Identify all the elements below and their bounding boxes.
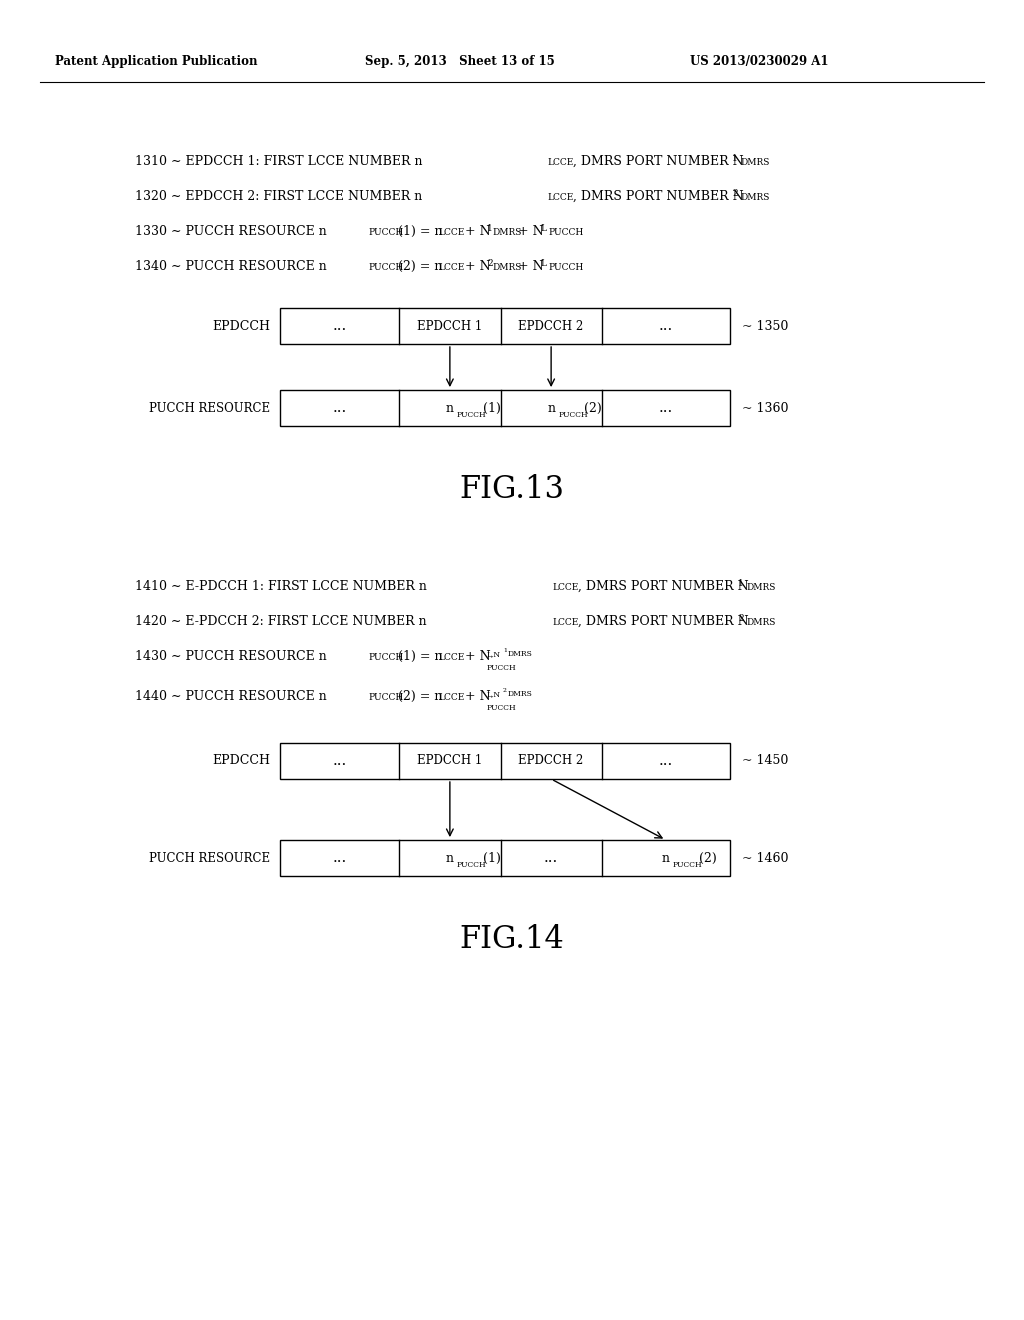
Text: Sep. 5, 2013   Sheet 13 of 15: Sep. 5, 2013 Sheet 13 of 15 [365,55,555,69]
Bar [280,389,730,426]
Text: FIG.13: FIG.13 [460,474,564,506]
Text: ...: ... [544,851,558,865]
Text: ...: ... [658,319,673,333]
Text: 1: 1 [487,224,493,234]
Text: n: n [445,401,454,414]
Text: DMRS: DMRS [492,228,521,238]
Text: DMRS: DMRS [746,618,775,627]
Text: 2: 2 [503,688,507,693]
Bar [280,840,730,876]
Text: DMRS: DMRS [508,690,532,698]
Text: PUCCH: PUCCH [487,664,517,672]
Text: FIG.14: FIG.14 [460,924,564,956]
Text: LCCE: LCCE [552,618,579,627]
Text: DMRS: DMRS [746,583,775,591]
Bar [280,308,730,345]
Text: ...: ... [333,319,347,333]
Text: 1430 ∼ PUCCH RESOURCE n: 1430 ∼ PUCCH RESOURCE n [135,649,327,663]
Text: n: n [547,401,555,414]
Text: , DMRS PORT NUMBER N: , DMRS PORT NUMBER N [578,615,749,628]
Text: PUCCH: PUCCH [558,411,588,418]
Text: ~ 1450: ~ 1450 [742,755,788,767]
Text: , DMRS PORT NUMBER N: , DMRS PORT NUMBER N [573,190,743,203]
Text: EPDCCH: EPDCCH [212,755,270,767]
Text: (2) = n: (2) = n [398,260,442,273]
Text: (1): (1) [483,401,501,414]
Text: L: L [540,259,546,268]
Text: 1420 ∼ E-PDCCH 2: FIRST LCCE NUMBER n: 1420 ∼ E-PDCCH 2: FIRST LCCE NUMBER n [135,615,427,628]
Text: (1) = n: (1) = n [398,649,442,663]
Text: LCCE: LCCE [438,653,464,663]
Text: 1340 ∼ PUCCH RESOURCE n: 1340 ∼ PUCCH RESOURCE n [135,260,327,273]
Text: n: n [662,851,670,865]
Text: , DMRS PORT NUMBER N: , DMRS PORT NUMBER N [573,154,743,168]
Text: 2: 2 [738,614,743,623]
Text: ...: ... [333,851,347,865]
Text: PUCCH: PUCCH [487,704,517,711]
Text: L: L [540,224,546,234]
Text: 1310 ∼ EPDCCH 1: FIRST LCCE NUMBER n: 1310 ∼ EPDCCH 1: FIRST LCCE NUMBER n [135,154,423,168]
Text: US 2013/0230029 A1: US 2013/0230029 A1 [690,55,828,69]
Bar [280,743,730,779]
Text: LCCE: LCCE [547,193,573,202]
Text: + N: + N [518,260,544,273]
Text: EPDCCH 1: EPDCCH 1 [417,319,482,333]
Text: PUCCH: PUCCH [457,861,486,869]
Text: 1320 ∼ EPDCCH 2: FIRST LCCE NUMBER n: 1320 ∼ EPDCCH 2: FIRST LCCE NUMBER n [135,190,422,203]
Text: EPDCCH: EPDCCH [212,319,270,333]
Text: (1) = n: (1) = n [398,224,442,238]
Text: + N: + N [518,224,544,238]
Text: (2) = n: (2) = n [398,690,442,704]
Text: ~ 1460: ~ 1460 [742,851,788,865]
Text: 1: 1 [732,154,737,162]
Text: DMRS: DMRS [740,193,769,202]
Text: L,N: L,N [487,690,501,698]
Text: DMRS: DMRS [508,649,532,657]
Text: ...: ... [658,754,673,768]
Text: DMRS: DMRS [492,263,521,272]
Text: PUCCH: PUCCH [368,228,403,238]
Text: ...: ... [333,754,347,768]
Text: PUCCH RESOURCE: PUCCH RESOURCE [148,401,270,414]
Text: PUCCH: PUCCH [548,228,584,238]
Text: n: n [445,851,454,865]
Text: , DMRS PORT NUMBER N: , DMRS PORT NUMBER N [578,579,749,593]
Text: EPDCCH 2: EPDCCH 2 [518,755,584,767]
Text: 1: 1 [503,648,507,653]
Text: (2): (2) [698,851,717,865]
Text: (1): (1) [483,851,501,865]
Text: EPDCCH 1: EPDCCH 1 [417,755,482,767]
Text: PUCCH: PUCCH [368,653,403,663]
Text: 1330 ∼ PUCCH RESOURCE n: 1330 ∼ PUCCH RESOURCE n [135,224,327,238]
Text: ...: ... [333,401,347,414]
Text: 1410 ∼ E-PDCCH 1: FIRST LCCE NUMBER n: 1410 ∼ E-PDCCH 1: FIRST LCCE NUMBER n [135,579,427,593]
Text: DMRS: DMRS [740,158,769,168]
Text: EPDCCH 2: EPDCCH 2 [518,319,584,333]
Text: + N: + N [465,690,490,704]
Text: LCCE: LCCE [438,228,464,238]
Text: LCCE: LCCE [438,693,464,702]
Text: (2): (2) [584,401,602,414]
Text: ...: ... [658,401,673,414]
Text: LCCE: LCCE [438,263,464,272]
Text: PUCCH: PUCCH [673,861,702,869]
Text: 2: 2 [487,259,493,268]
Text: PUCCH: PUCCH [457,411,486,418]
Text: LCCE: LCCE [552,583,579,591]
Text: L,N: L,N [487,649,501,657]
Text: 2: 2 [732,189,737,198]
Text: + N: + N [465,224,490,238]
Text: 1: 1 [738,579,743,587]
Text: PUCCH: PUCCH [368,693,403,702]
Text: PUCCH RESOURCE: PUCCH RESOURCE [148,851,270,865]
Text: PUCCH: PUCCH [368,263,403,272]
Text: 1440 ∼ PUCCH RESOURCE n: 1440 ∼ PUCCH RESOURCE n [135,690,327,704]
Text: + N: + N [465,649,490,663]
Text: ~ 1360: ~ 1360 [742,401,788,414]
Text: LCCE: LCCE [547,158,573,168]
Text: Patent Application Publication: Patent Application Publication [55,55,257,69]
Text: ~ 1350: ~ 1350 [742,319,788,333]
Text: PUCCH: PUCCH [548,263,584,272]
Text: + N: + N [465,260,490,273]
